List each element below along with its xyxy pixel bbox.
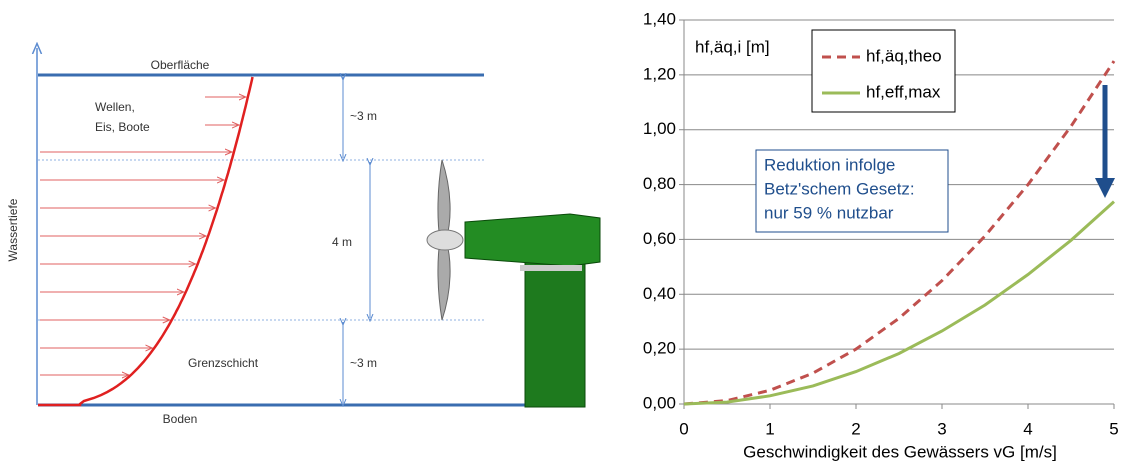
turbine — [426, 159, 601, 408]
x-tick-label: 0 — [679, 419, 688, 438]
y-axis-label: hf,äq,i [m] — [695, 37, 770, 56]
tower — [524, 261, 586, 408]
legend — [811, 29, 956, 113]
y-tick-label: 0,60 — [643, 229, 676, 248]
chart: hf,äq,i [m] Geschwindigkeit des Gewässer… — [643, 9, 1119, 461]
x-axis-label: Geschwindigkeit des Gewässers vG [m/s] — [743, 442, 1057, 461]
x-tick-label: 4 — [1023, 419, 1032, 438]
x-tick-label: 3 — [937, 419, 946, 438]
velocity-arrows — [40, 97, 246, 375]
annotation: Reduktion infolge — [764, 155, 895, 174]
label: Eis, Boote — [95, 120, 150, 134]
label: Oberfläche — [151, 58, 210, 72]
joint — [520, 265, 582, 271]
x-tick-label: 1 — [765, 419, 774, 438]
y-tick-label: 1,20 — [643, 64, 676, 83]
y-tick-label: 0,00 — [643, 393, 676, 412]
y-tick-label: 1,00 — [643, 119, 676, 138]
x-tick-label: 2 — [851, 419, 860, 438]
label: Wassertiefe — [6, 198, 20, 261]
legend-label: hf,äq,theo — [866, 46, 942, 65]
label: ~3 m — [350, 109, 377, 123]
annotation: Betz'schem Gesetz: — [764, 179, 915, 198]
annotation-box — [755, 149, 949, 233]
label: 4 m — [332, 235, 352, 249]
y-tick-label: 1,40 — [643, 9, 676, 28]
legend-label: hf,eff,max — [866, 82, 941, 101]
series-line — [683, 200, 1116, 406]
nacelle — [464, 213, 601, 267]
label: Boden — [163, 412, 198, 426]
label: Wellen, — [95, 100, 135, 114]
y-tick-label: 0,40 — [643, 284, 676, 303]
velocity-profile — [38, 76, 254, 407]
label: Grenzschicht — [188, 356, 259, 370]
water-diagram: Oberfläche Wellen, Eis, Boote ~3 m Wasse… — [6, 48, 601, 426]
label: ~3 m — [350, 356, 377, 370]
y-tick-label: 0,80 — [643, 174, 676, 193]
y-tick-label: 0,20 — [643, 339, 676, 358]
annotation: nur 59 % nutzbar — [764, 203, 894, 222]
x-tick-label: 5 — [1109, 419, 1118, 438]
hub — [426, 229, 464, 251]
